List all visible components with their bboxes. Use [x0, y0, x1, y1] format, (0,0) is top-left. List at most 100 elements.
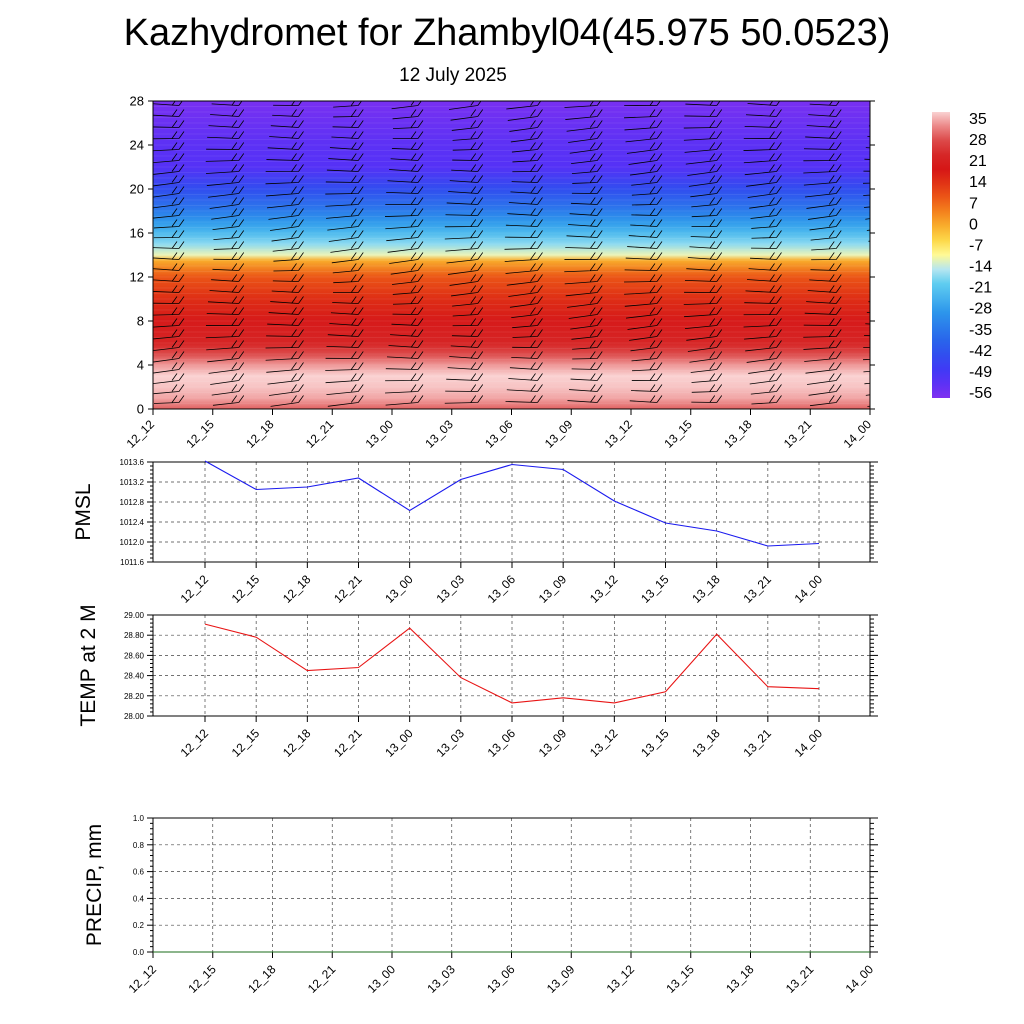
wind-barb [871, 264, 901, 272]
wind-barb [746, 351, 782, 363]
wind-barb [384, 208, 424, 217]
chart-title: Kazhydromet for Zhambyl04(45.975 50.0523… [123, 12, 891, 54]
wind-barb [509, 120, 543, 132]
colorbar-label: -28 [969, 301, 992, 318]
wind-barb [385, 362, 424, 370]
x-tick-label: 13_18 [689, 726, 723, 760]
wind-barb [153, 373, 185, 385]
x-tick-label: 13_18 [721, 417, 755, 451]
wind-barb [266, 197, 304, 209]
wind-barb [570, 197, 603, 205]
wind-barb [570, 373, 603, 381]
wind-barb [684, 274, 723, 282]
wind-barb [385, 197, 424, 205]
wind-barb [325, 186, 364, 195]
wind-barb [326, 340, 364, 348]
wind-barb [449, 175, 484, 183]
wind-barb [505, 395, 543, 403]
wind-barb [153, 274, 185, 282]
colorbar-label: -42 [969, 343, 992, 360]
wind-barb [631, 362, 663, 372]
wind-barb [153, 362, 185, 374]
wind-barb [333, 285, 364, 293]
wind-barb [870, 110, 901, 117]
wind-barb [512, 153, 543, 163]
wind-barb [862, 359, 870, 361]
x-tick-label: 13_09 [542, 417, 576, 451]
wind-barb [569, 384, 603, 392]
series-line [204, 460, 820, 547]
wind-barb [332, 120, 364, 128]
wind-barb [272, 241, 304, 252]
wind-barb [804, 307, 842, 315]
colorbar-label: -49 [969, 364, 992, 381]
wind-barb [628, 230, 663, 238]
x-tick-label: 13_00 [382, 572, 416, 606]
x-tick-label: 13_12 [602, 417, 636, 451]
wind-barb [624, 109, 663, 119]
wind-barb [624, 101, 661, 107]
wind-barb [333, 274, 364, 284]
x-tick-label: 12_15 [229, 726, 263, 760]
wind-barb [811, 252, 842, 261]
wind-barb [626, 142, 663, 154]
x-tick-label: 13_00 [365, 962, 399, 996]
x-tick-label: 13_12 [587, 726, 621, 760]
wind-barb [205, 329, 245, 339]
wind-barb [804, 186, 842, 198]
x-tick-label: 14_00 [792, 572, 826, 606]
wind-barb [691, 208, 723, 218]
y-tick-label: 28.60 [124, 651, 145, 660]
x-tick-label: 13_09 [536, 572, 570, 606]
wind-barb [153, 219, 185, 229]
wind-barb [624, 274, 663, 283]
x-tick-label: 14_00 [792, 726, 826, 760]
wind-barb [863, 194, 870, 196]
grid [152, 818, 871, 952]
x-tick-label: 13_21 [781, 417, 815, 451]
wind-barb [153, 197, 185, 209]
x-tick-label: 13_15 [663, 962, 697, 996]
wind-barb [205, 318, 245, 326]
wind-barb [865, 147, 870, 149]
wind-barb [747, 101, 781, 106]
wind-barb [684, 318, 723, 330]
wind-barb [270, 219, 304, 231]
wind-barb [809, 101, 840, 106]
wind-barb [269, 131, 304, 139]
wind-barb [505, 263, 543, 274]
wind-barb [451, 120, 484, 131]
wind-barb [510, 131, 543, 143]
series-line [204, 623, 820, 704]
wind-barb [683, 296, 723, 305]
wind-barb [749, 197, 782, 209]
wind-barb [804, 351, 842, 362]
wind-barb [333, 101, 362, 108]
wind-barb [564, 263, 603, 273]
wind-barb [571, 362, 603, 370]
wind-barb [153, 263, 185, 271]
wind-barb [689, 351, 723, 363]
x-tick-label: 13_21 [740, 572, 774, 606]
x-tick-label: 13_06 [485, 726, 519, 760]
wind-barb [208, 186, 245, 198]
wind-barb [572, 340, 603, 350]
panel-frame [152, 614, 871, 717]
x-tick-label: 12_18 [280, 572, 314, 606]
wind-barb [452, 131, 484, 141]
wind-barb [213, 252, 245, 260]
wind-barb [747, 186, 782, 198]
wind-barb [213, 241, 245, 250]
colorbar-label: 7 [969, 195, 978, 212]
wind-barb [267, 373, 304, 385]
wind-barb [803, 153, 842, 162]
wind-barb [153, 241, 185, 249]
wind-barb [683, 131, 723, 141]
wind-barb [330, 241, 364, 253]
wind-barb [568, 219, 603, 227]
wind-barb [748, 362, 782, 374]
wind-barb [331, 131, 364, 139]
x-tick-label: 12_15 [229, 572, 263, 606]
wind-barb [869, 251, 870, 253]
y-tick-label: 1012.4 [120, 518, 145, 527]
